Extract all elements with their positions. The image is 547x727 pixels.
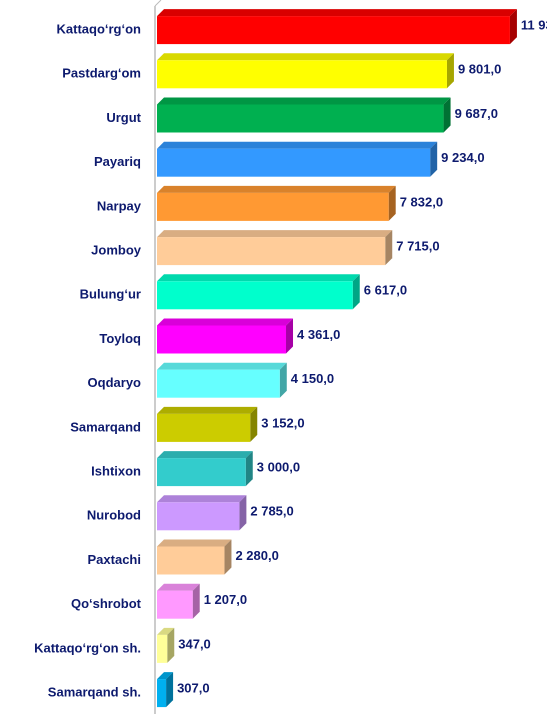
bar-front (157, 458, 246, 487)
bar-top (157, 97, 451, 105)
bar-front (157, 325, 287, 354)
bar (157, 495, 247, 531)
value-label: 2 785,0 (250, 504, 293, 519)
category-label: Ishtixon (91, 464, 141, 479)
axis-depth (154, 0, 162, 7)
bar-front (157, 60, 447, 89)
bar (157, 539, 232, 575)
category-label: Bulung‘ur (80, 287, 141, 302)
value-label: 4 150,0 (291, 371, 334, 386)
bar-top (157, 141, 438, 149)
bar (157, 53, 454, 89)
bar-side (509, 9, 517, 45)
bar-top (157, 406, 258, 414)
bar-side (192, 583, 200, 619)
bar (157, 141, 438, 177)
category-label: Nurobod (87, 508, 141, 523)
value-label: 7 832,0 (400, 194, 443, 209)
bar-side (286, 318, 294, 354)
bar-front (157, 237, 386, 266)
category-label: Payariq (94, 154, 141, 169)
bar (157, 230, 393, 266)
bar-side (167, 627, 175, 663)
value-label: 6 617,0 (364, 283, 407, 298)
category-label: Samarqand sh. (48, 685, 141, 700)
bar-front (157, 590, 193, 619)
value-label: 307,0 (177, 681, 210, 696)
category-label: Toyloq (99, 331, 141, 346)
bar (157, 583, 200, 619)
category-label: Urgut (106, 110, 141, 125)
bar-top (157, 274, 360, 282)
value-label: 9 234,0 (441, 150, 484, 165)
bar-side (245, 451, 253, 487)
bar-side (385, 230, 393, 266)
bar-side (166, 672, 174, 708)
category-label: Narpay (97, 198, 142, 213)
bar-side (239, 495, 247, 531)
bar-top (157, 318, 294, 326)
bar-top (157, 672, 174, 680)
category-label: Samarqand (70, 419, 141, 434)
bar-front (157, 679, 167, 708)
category-label: Kattaqo‘rg‘on (57, 22, 142, 37)
bar-side (446, 53, 454, 89)
bar-side (250, 406, 258, 442)
bar-side (443, 97, 451, 133)
bar (157, 627, 175, 663)
bar (157, 672, 174, 708)
value-label: 7 715,0 (396, 239, 439, 254)
bar-side (279, 362, 287, 398)
bar (157, 185, 396, 221)
value-label: 4 361,0 (297, 327, 340, 342)
value-label: 3 000,0 (257, 460, 300, 475)
bar-front (157, 502, 240, 531)
bar-front (157, 413, 251, 442)
bar-front (157, 104, 444, 133)
bar-top (157, 627, 175, 635)
bar-side (224, 539, 232, 575)
bar-top (157, 185, 396, 193)
category-label: Pastdarg‘om (62, 66, 141, 81)
bar (157, 451, 253, 487)
bar-side (388, 185, 396, 221)
bar-top (157, 362, 287, 370)
bar (157, 274, 360, 310)
value-label: 11 930,0 (521, 18, 547, 33)
bar-top (157, 451, 253, 459)
category-label: Paxtachi (88, 552, 141, 567)
bar (157, 318, 294, 354)
bar-top (157, 495, 247, 503)
bar (157, 9, 517, 45)
bar (157, 362, 287, 398)
value-label: 9 687,0 (455, 106, 498, 121)
bar-front (157, 281, 353, 310)
bar-top (157, 230, 393, 238)
bar-top (157, 583, 200, 591)
value-label: 9 801,0 (458, 62, 501, 77)
bar (157, 406, 258, 442)
bar-side (430, 141, 438, 177)
bar-top (157, 9, 517, 17)
bar-front (157, 192, 389, 221)
bar-front (157, 369, 280, 398)
bar-front (157, 148, 431, 177)
bar-top (157, 53, 454, 61)
category-label: Kattaqo‘rg‘on sh. (34, 640, 141, 655)
bar (157, 97, 451, 133)
value-label: 2 280,0 (235, 548, 278, 563)
bar-side (352, 274, 360, 310)
bar-front (157, 634, 168, 663)
category-label: Qo‘shrobot (71, 596, 142, 611)
bar-front (157, 546, 225, 575)
value-label: 347,0 (178, 636, 211, 651)
value-label: 1 207,0 (204, 592, 247, 607)
category-label: Oqdaryo (88, 375, 142, 390)
bar-front (157, 16, 510, 45)
value-label: 3 152,0 (261, 415, 304, 430)
category-label: Jomboy (91, 243, 142, 258)
bar-top (157, 539, 232, 547)
